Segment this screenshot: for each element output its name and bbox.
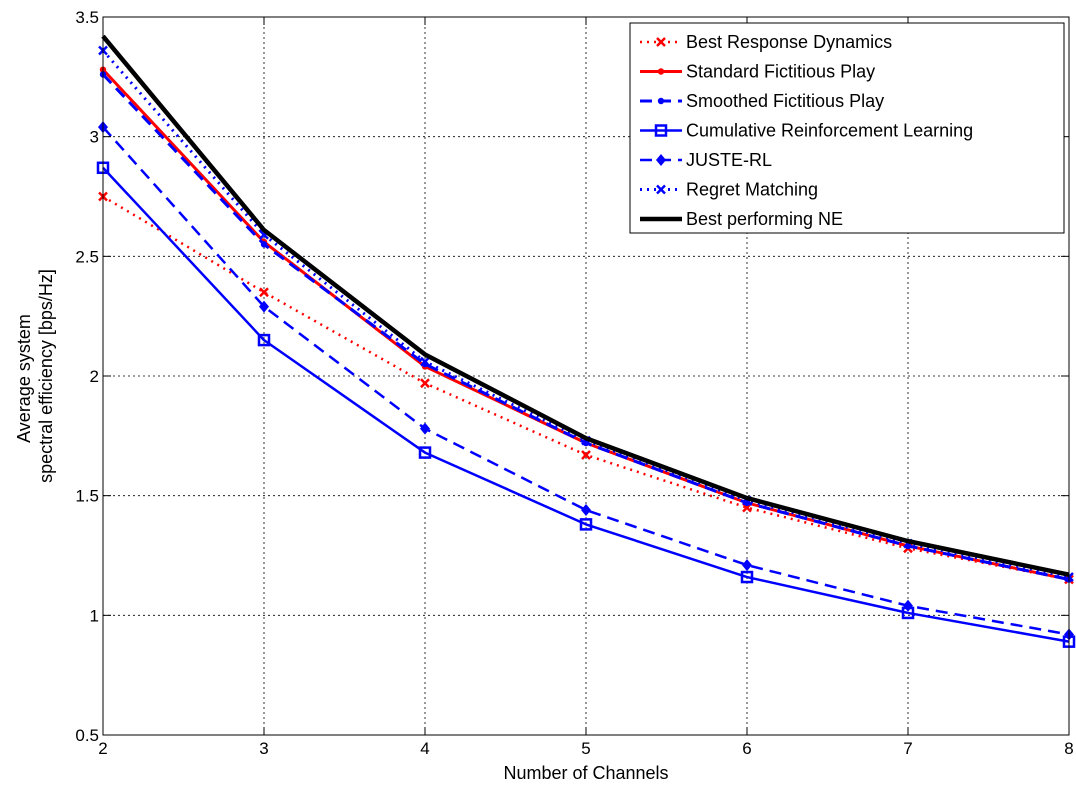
legend-label: Standard Fictitious Play [686, 62, 875, 82]
data-point [257, 333, 271, 347]
tick-marks [102, 16, 1070, 736]
data-point [420, 378, 430, 389]
data-point [657, 68, 665, 75]
legend-item: Regret Matching [640, 180, 818, 200]
legend-item: Standard Fictitious Play [640, 62, 875, 82]
y-axis-label: Average system spectral efficiency [bps/… [14, 269, 56, 483]
series-line [102, 166, 1070, 643]
y-tick-label: 3 [90, 128, 99, 147]
marker-stroke [656, 37, 666, 47]
y-tick-label: 3.5 [75, 8, 99, 27]
data-point [579, 518, 593, 531]
data-point [581, 504, 591, 517]
series-line [101, 34, 1070, 577]
y-tick-labels: 0.5 1 1.5 2 2.5 3 3.5 [75, 8, 99, 745]
data-point [581, 450, 591, 460]
marker-stroke [420, 356, 430, 367]
y-tick-label: 2.5 [75, 247, 99, 266]
data-point [656, 184, 666, 195]
data-point [420, 356, 430, 367]
x-tick-label: 5 [581, 739, 590, 758]
legend-item: Smoothed Fictitious Play [640, 91, 884, 111]
marker-stroke [420, 378, 430, 389]
data-point [656, 37, 666, 47]
legend-label: Smoothed Fictitious Play [686, 91, 884, 111]
series-best-performing-ne [101, 34, 1070, 577]
legend-label: Best performing NE [686, 209, 843, 229]
x-tick-label: 7 [903, 739, 912, 758]
legend-item: Best performing NE [640, 209, 843, 229]
series-layer [96, 34, 1076, 648]
data-point [654, 124, 668, 137]
legend: Best Response Dynamics Standard Fictitiou… [629, 22, 1065, 234]
data-point [259, 287, 269, 298]
data-point [657, 97, 665, 105]
data-point [418, 446, 432, 459]
y-tick-label: 0.5 [75, 726, 99, 745]
data-point [420, 422, 430, 435]
legend-item: Best Response Dynamics [640, 32, 892, 52]
y-tick-label: 1.5 [75, 487, 99, 506]
marker-stroke [656, 184, 666, 195]
legend-item: Cumulative Reinforcement Learning [640, 121, 973, 141]
x-tick-label: 6 [742, 739, 751, 758]
marker-stroke [581, 450, 591, 460]
legend-item: JUSTE-RL [640, 150, 772, 170]
legend-label: Cumulative Reinforcement Learning [686, 121, 973, 141]
x-tick-label: 2 [98, 739, 107, 758]
data-point [656, 154, 666, 166]
x-tick-label: 4 [420, 739, 429, 758]
x-tick-labels: 2 3 4 5 6 7 8 [98, 739, 1073, 758]
y-tick-label: 2 [90, 367, 99, 386]
series-juste-rl [98, 121, 1074, 641]
data-point [259, 300, 269, 313]
x-tick-label: 8 [1064, 739, 1073, 758]
x-tick-label: 3 [259, 739, 268, 758]
data-point [740, 570, 754, 584]
y-tick-label: 1 [90, 606, 99, 625]
data-point [742, 559, 752, 572]
legend-label: Regret Matching [686, 180, 818, 200]
legend-label: Best Response Dynamics [686, 32, 892, 52]
y-axis-label-line-1: Average system [14, 314, 34, 443]
legend-label: JUSTE-RL [686, 150, 772, 170]
data-point [260, 241, 268, 248]
legend-box [629, 22, 1065, 234]
y-axis-label-line-2: spectral efficiency [bps/Hz] [36, 269, 56, 483]
x-axis-label: Number of Channels [503, 763, 668, 783]
marker-stroke [259, 287, 269, 298]
data-point [903, 599, 913, 612]
